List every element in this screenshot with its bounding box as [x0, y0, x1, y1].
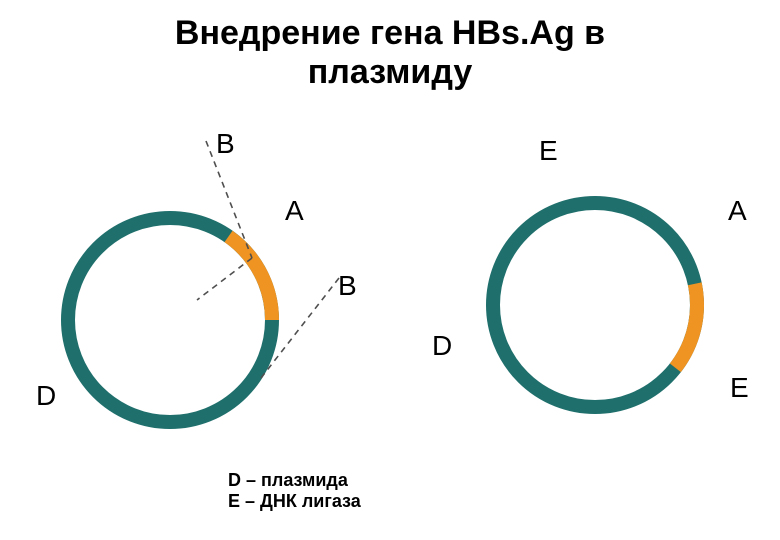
- left-plasmid: [68, 218, 272, 422]
- right-plasmid: [493, 203, 697, 407]
- label-A-left: А: [285, 195, 304, 227]
- label-B-top: В: [216, 128, 235, 160]
- legend-line-2: E – ДНК лигаза: [228, 491, 361, 512]
- label-E-top: Е: [539, 135, 558, 167]
- label-E-right: Е: [730, 372, 749, 404]
- legend-line-1: D – плазмида: [228, 470, 361, 491]
- diagram-canvas: [0, 0, 780, 540]
- label-D-mid: D: [432, 330, 452, 362]
- label-D-left: D: [36, 380, 56, 412]
- label-A-right: А: [728, 195, 747, 227]
- legend: D – плазмида E – ДНК лигаза: [228, 470, 361, 512]
- label-B-mid: В: [338, 270, 357, 302]
